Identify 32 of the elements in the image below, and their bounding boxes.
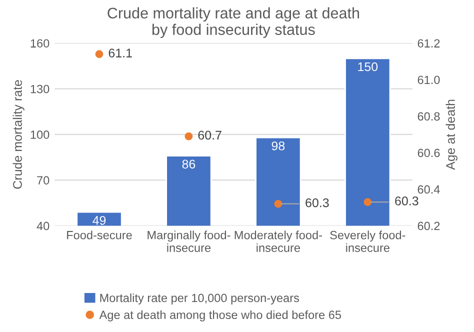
x-tick-label: Moderately food- insecure — [234, 230, 322, 252]
data-label: 86 — [182, 160, 196, 169]
y2-tick-label: 60.2 — [418, 222, 440, 230]
data-label: 60.7 — [198, 130, 222, 140]
point — [364, 198, 372, 206]
y-tick-label: 130 — [30, 84, 50, 94]
data-label: 49 — [92, 216, 106, 225]
data-label: 60.3 — [395, 196, 418, 206]
data-label: 98 — [272, 141, 285, 150]
data-label: 60.3 — [306, 198, 329, 208]
y2-tick-label: 61.2 — [418, 39, 440, 48]
legend-label: Mortality rate per 10,000 person-years — [100, 293, 300, 304]
data-label: 150 — [358, 62, 378, 72]
y-tick-label: 100 — [30, 130, 50, 139]
point — [184, 132, 193, 140]
y2-tick-label: 61.0 — [418, 76, 440, 84]
data-label: 61.1 — [108, 48, 132, 58]
y-axis-title: Crude mortality rate — [12, 80, 24, 189]
y-tick-label: 70 — [37, 176, 50, 185]
y2-tick-label: 60.6 — [418, 148, 440, 158]
y2-axis-title: Age at death — [446, 100, 458, 170]
y-tick-label: 160 — [30, 39, 50, 48]
y-tick-label: 40 — [36, 222, 50, 230]
x-tick-label: Severely food- insecure — [330, 230, 406, 252]
point — [95, 50, 104, 58]
chart-title: Crude mortality rate and age at death by food insecurity status — [108, 7, 360, 38]
y2-tick-label: 60.4 — [418, 185, 440, 194]
legend-label: Age at death among those who died before 65 — [99, 310, 341, 322]
point — [274, 200, 282, 208]
x-tick-label: Marginally food- insecure — [148, 230, 230, 252]
y2-tick-label: 60.8 — [418, 112, 440, 121]
x-tick-label: Food-secure — [67, 230, 132, 240]
